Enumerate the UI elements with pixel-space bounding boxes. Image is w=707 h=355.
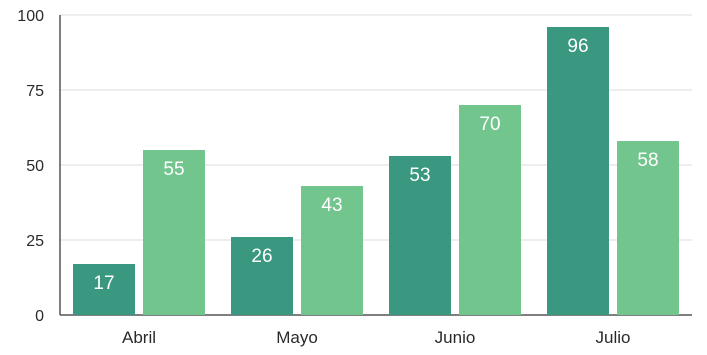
bar-junio-s2 (459, 105, 521, 315)
labels: 0 25 50 75 100 17 55 Abril 26 43 Mayo 53 70 Junio 96 58… (17, 8, 658, 347)
bar-abril-s2 (143, 150, 205, 315)
y-tick-label: 0 (35, 308, 44, 325)
x-category-label: Abril (122, 328, 156, 347)
bar-junio-s1 (389, 156, 451, 315)
bar-data-label: 26 (251, 246, 272, 267)
bar-julio-s1 (547, 27, 609, 315)
y-tick-label: 75 (26, 83, 44, 100)
bar-data-label: 70 (479, 114, 500, 135)
bars (73, 27, 679, 315)
bar-mayo-s1 (231, 237, 293, 315)
x-category-label: Junio (435, 328, 476, 347)
bar-data-label: 43 (321, 195, 342, 216)
bar-data-label: 96 (567, 36, 588, 57)
bar-abril-s1 (73, 264, 135, 315)
y-tick-label: 25 (26, 233, 44, 250)
x-category-label: Mayo (276, 328, 318, 347)
y-tick-label: 50 (26, 158, 44, 175)
y-tick-label: 100 (17, 8, 44, 25)
bar-mayo-s2 (301, 186, 363, 315)
bar-data-label: 17 (93, 273, 114, 294)
bar-julio-s2 (617, 141, 679, 315)
bar-data-label: 53 (409, 165, 430, 186)
x-category-label: Julio (596, 328, 631, 347)
bar-data-label: 58 (637, 150, 658, 171)
bar-data-label: 55 (163, 159, 184, 180)
